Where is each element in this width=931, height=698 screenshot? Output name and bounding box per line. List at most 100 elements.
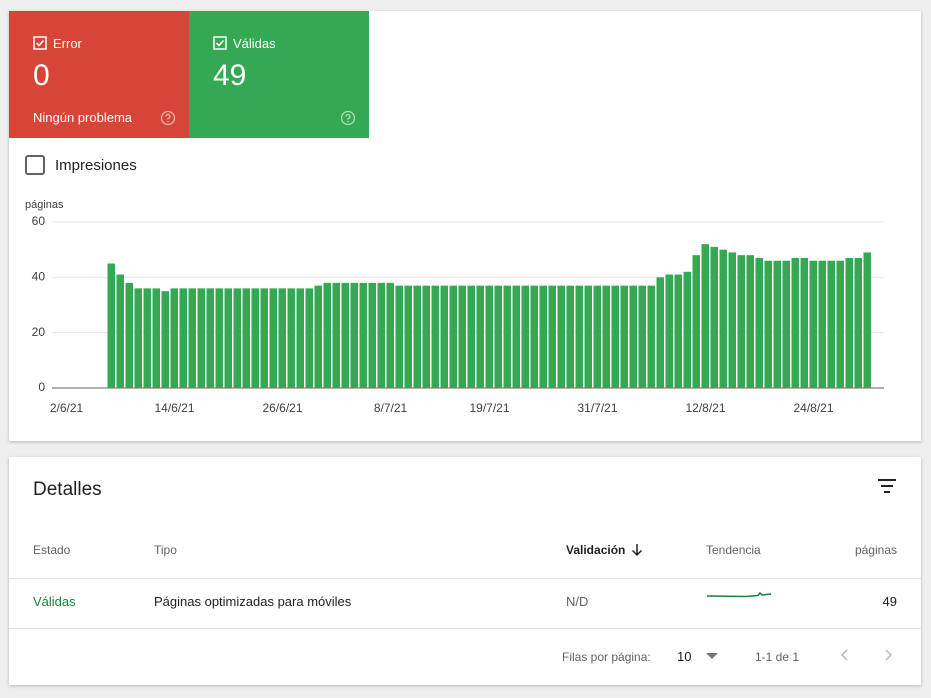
status-cell[interactable]: Válidas (33, 594, 76, 609)
card-label: Válidas (233, 36, 276, 51)
bar (179, 288, 187, 388)
bar (323, 282, 331, 388)
details-title: Detalles (33, 479, 102, 500)
bar (107, 263, 115, 388)
bar (467, 285, 475, 388)
bar (692, 255, 700, 388)
bar (584, 285, 592, 388)
y-tick-label: 60 (32, 214, 46, 228)
error-card[interactable]: Error 0 Ningún problema (9, 11, 189, 138)
bar (836, 260, 844, 388)
bar (530, 285, 538, 388)
bar (566, 285, 574, 388)
bar (332, 282, 340, 388)
bar (755, 257, 763, 388)
bar (521, 285, 529, 388)
valid-card[interactable]: Válidas 49 (189, 11, 369, 138)
x-tick-label: 14/6/21 (154, 401, 194, 415)
column-header: Estado (33, 543, 71, 557)
divider (9, 628, 921, 629)
bar (647, 285, 655, 388)
type-cell[interactable]: Páginas optimizadas para móviles (154, 594, 352, 609)
bar (665, 274, 673, 388)
bar (773, 260, 781, 388)
bar (827, 260, 835, 388)
column-header[interactable]: Validación (566, 543, 626, 557)
bar (656, 277, 664, 388)
bar (638, 285, 646, 388)
validation-cell: N/D (566, 594, 589, 609)
bar (260, 288, 268, 388)
bar (602, 285, 610, 388)
bar (593, 285, 601, 388)
bar (512, 285, 520, 388)
prev-page[interactable] (838, 648, 852, 662)
bar (449, 285, 457, 388)
x-tick-label: 2/6/21 (50, 401, 84, 415)
bar (476, 285, 484, 388)
y-axis-label: páginas (25, 199, 64, 211)
bar (251, 288, 259, 388)
bar (863, 252, 871, 388)
bar (350, 282, 358, 388)
trend-sparkline (706, 591, 772, 598)
pages-cell: 49 (882, 594, 897, 609)
help-icon[interactable] (340, 110, 356, 126)
bar (152, 288, 160, 388)
card-note: Ningún problema (33, 110, 133, 125)
bar (503, 285, 511, 388)
bar (287, 288, 295, 388)
bar (764, 260, 772, 388)
rows-per-page-label: Filas por página: (562, 650, 651, 664)
column-header: Tendencia (706, 543, 761, 557)
bar (818, 260, 826, 388)
bar (485, 285, 493, 388)
bar (746, 255, 754, 388)
bar (341, 282, 349, 388)
bar (413, 285, 421, 388)
bar (143, 288, 151, 388)
filter-icon[interactable] (877, 478, 897, 494)
bar (368, 282, 376, 388)
divider (9, 578, 921, 579)
help-icon[interactable] (160, 110, 176, 126)
x-tick-label: 12/8/21 (685, 401, 725, 415)
dropdown-arrow[interactable] (705, 652, 719, 660)
rows-per-page-value[interactable]: 10 (677, 649, 692, 664)
bar (125, 282, 133, 388)
sort-arrow[interactable] (630, 543, 644, 557)
bar (683, 271, 691, 388)
bar (674, 274, 682, 388)
next-page[interactable] (881, 648, 895, 662)
bar (737, 255, 745, 388)
checkbox[interactable] (33, 36, 47, 50)
y-tick-label: 20 (32, 325, 46, 339)
bar (404, 285, 412, 388)
x-tick-label: 24/8/21 (793, 401, 833, 415)
bar (557, 285, 565, 388)
bar (782, 260, 790, 388)
card-label: Error (53, 36, 82, 51)
impressions-checkbox[interactable] (25, 155, 45, 175)
bar (800, 257, 808, 388)
impressions-label: Impresiones (55, 157, 137, 174)
bar (728, 252, 736, 388)
column-header: páginas (854, 543, 897, 557)
bar (206, 288, 214, 388)
y-tick-label: 0 (38, 380, 45, 394)
bar (224, 288, 232, 388)
x-tick-label: 31/7/21 (577, 401, 617, 415)
bar (116, 274, 124, 388)
bar (539, 285, 547, 388)
bar (422, 285, 430, 388)
x-tick-label: 26/6/21 (262, 401, 302, 415)
bar (395, 285, 403, 388)
bar (278, 288, 286, 388)
bar (134, 288, 142, 388)
x-tick-label: 19/7/21 (469, 401, 509, 415)
checkbox[interactable] (213, 36, 227, 50)
bar (701, 244, 709, 388)
card-count: 49 (213, 59, 247, 92)
bar (431, 285, 439, 388)
x-tick-label: 8/7/21 (374, 401, 408, 415)
